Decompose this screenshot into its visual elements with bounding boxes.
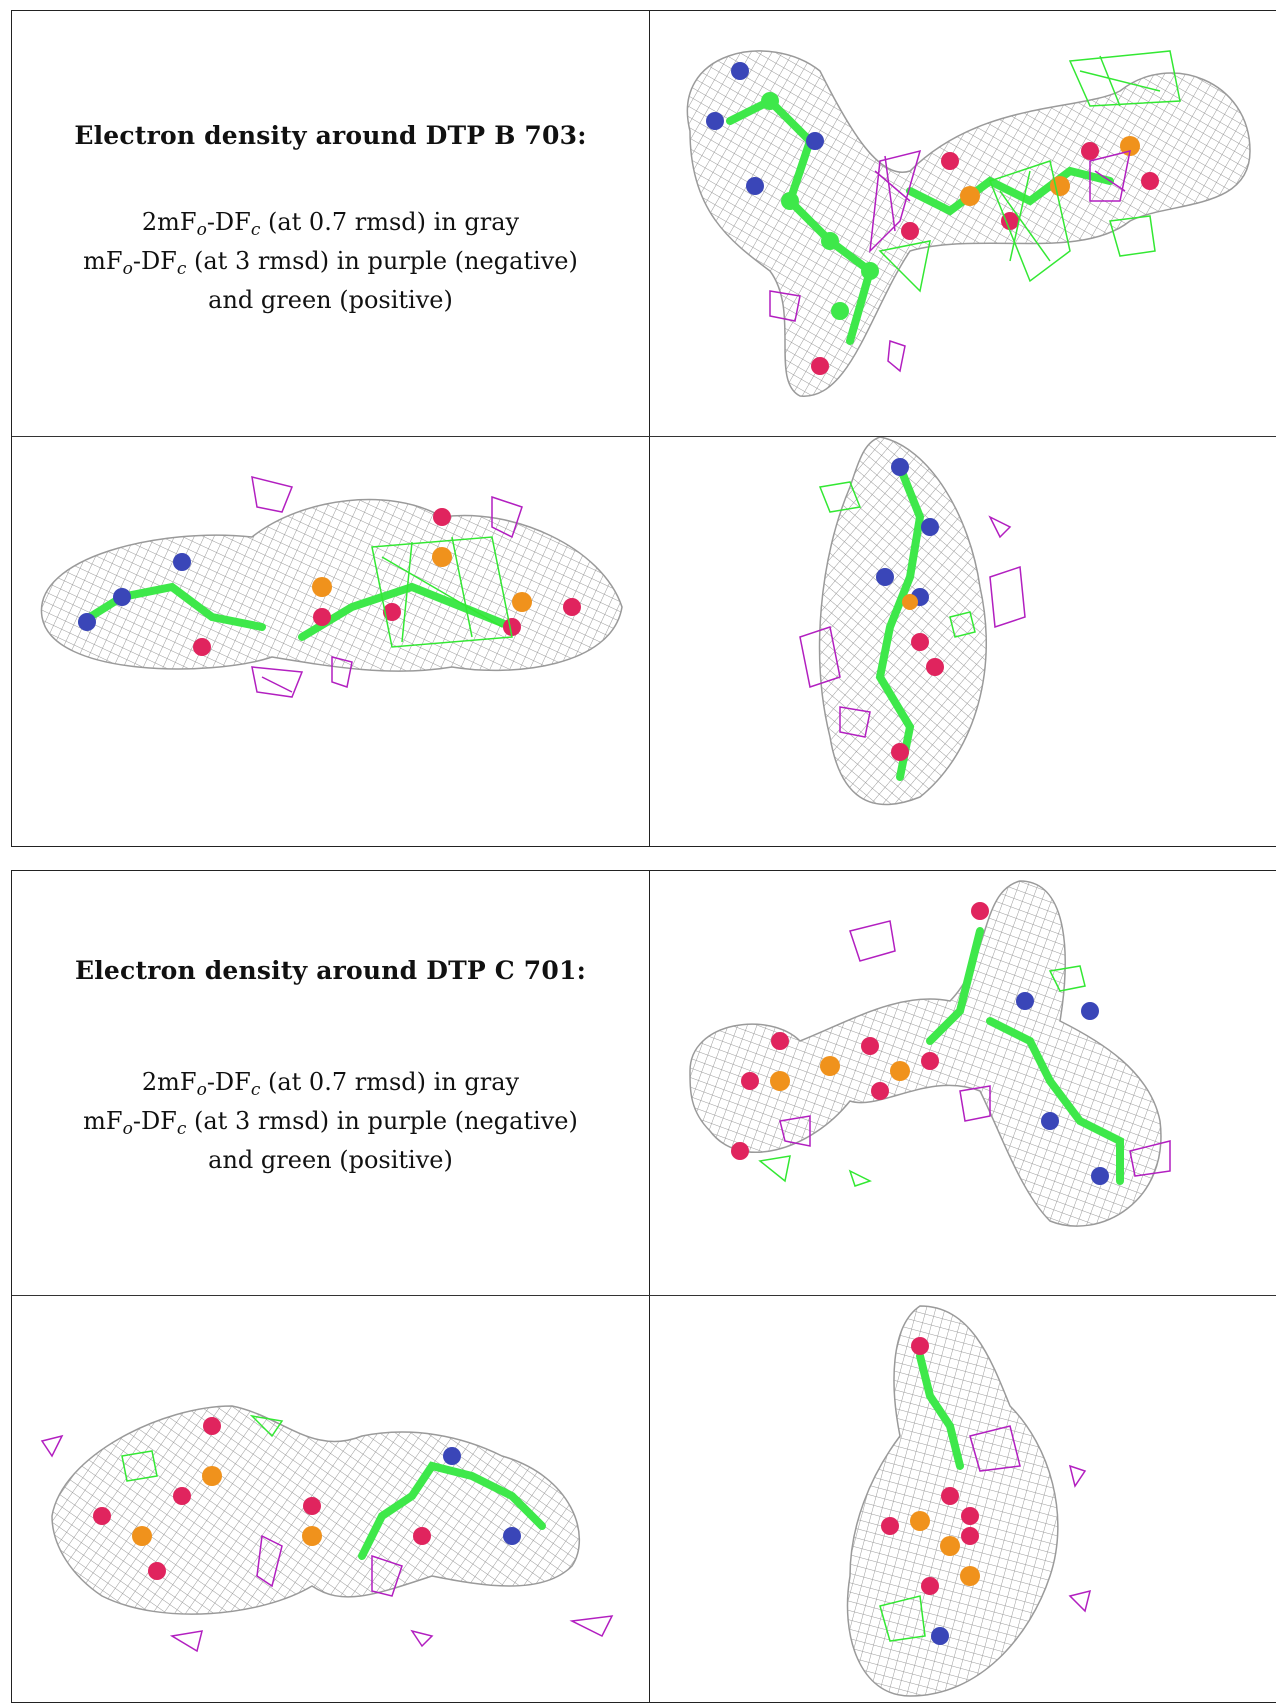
density-image-view5 <box>12 1296 649 1702</box>
density-image-view3 <box>650 437 1276 846</box>
legend-line-fo: mFo-DFc (at 3 rmsd) in purple (negative) <box>83 1107 578 1139</box>
density-image-view2 <box>12 437 649 846</box>
row-divider <box>12 436 1276 437</box>
map-legend: 2mFo-DFc (at 0.7 rmsd) in gray mFo-DFc (… <box>12 1063 649 1180</box>
molecule-render <box>846 1305 1092 1697</box>
legend-line-fo: mFo-DFc (at 3 rmsd) in purple (negative) <box>83 247 578 279</box>
molecule-render <box>689 880 1171 1227</box>
density-image-view1 <box>650 11 1276 436</box>
column-divider <box>649 11 650 846</box>
density-panel-b703: Electron density around DTP B 703: 2mFo-… <box>11 10 1276 847</box>
legend-line-colors: and green (positive) <box>208 1146 453 1174</box>
density-image-view6 <box>650 1296 1276 1702</box>
legend-line-colors: and green (positive) <box>208 286 453 314</box>
map-legend: 2mFo-DFc (at 0.7 rmsd) in gray mFo-DFc (… <box>12 203 649 320</box>
legend-line-2fo: 2mFo-DFc (at 0.7 rmsd) in gray <box>141 1068 520 1100</box>
molecule-render <box>40 475 623 698</box>
density-panel-c701: Electron density around DTP C 701: 2mFo-… <box>11 870 1276 1703</box>
row-divider <box>12 1295 1276 1296</box>
density-image-view4 <box>650 871 1276 1295</box>
panel-title: Electron density around DTP C 701: <box>74 956 587 985</box>
panel-caption: Electron density around DTP C 701: 2mFo-… <box>12 871 649 1295</box>
molecule-render <box>799 437 1026 806</box>
molecule-render <box>686 50 1251 397</box>
legend-line-2fo: 2mFo-DFc (at 0.7 rmsd) in gray <box>141 208 520 240</box>
panel-caption: Electron density around DTP B 703: 2mFo-… <box>12 11 649 436</box>
column-divider <box>649 871 650 1702</box>
molecule-render <box>40 1405 614 1653</box>
panel-title: Electron density around DTP B 703: <box>74 121 587 150</box>
